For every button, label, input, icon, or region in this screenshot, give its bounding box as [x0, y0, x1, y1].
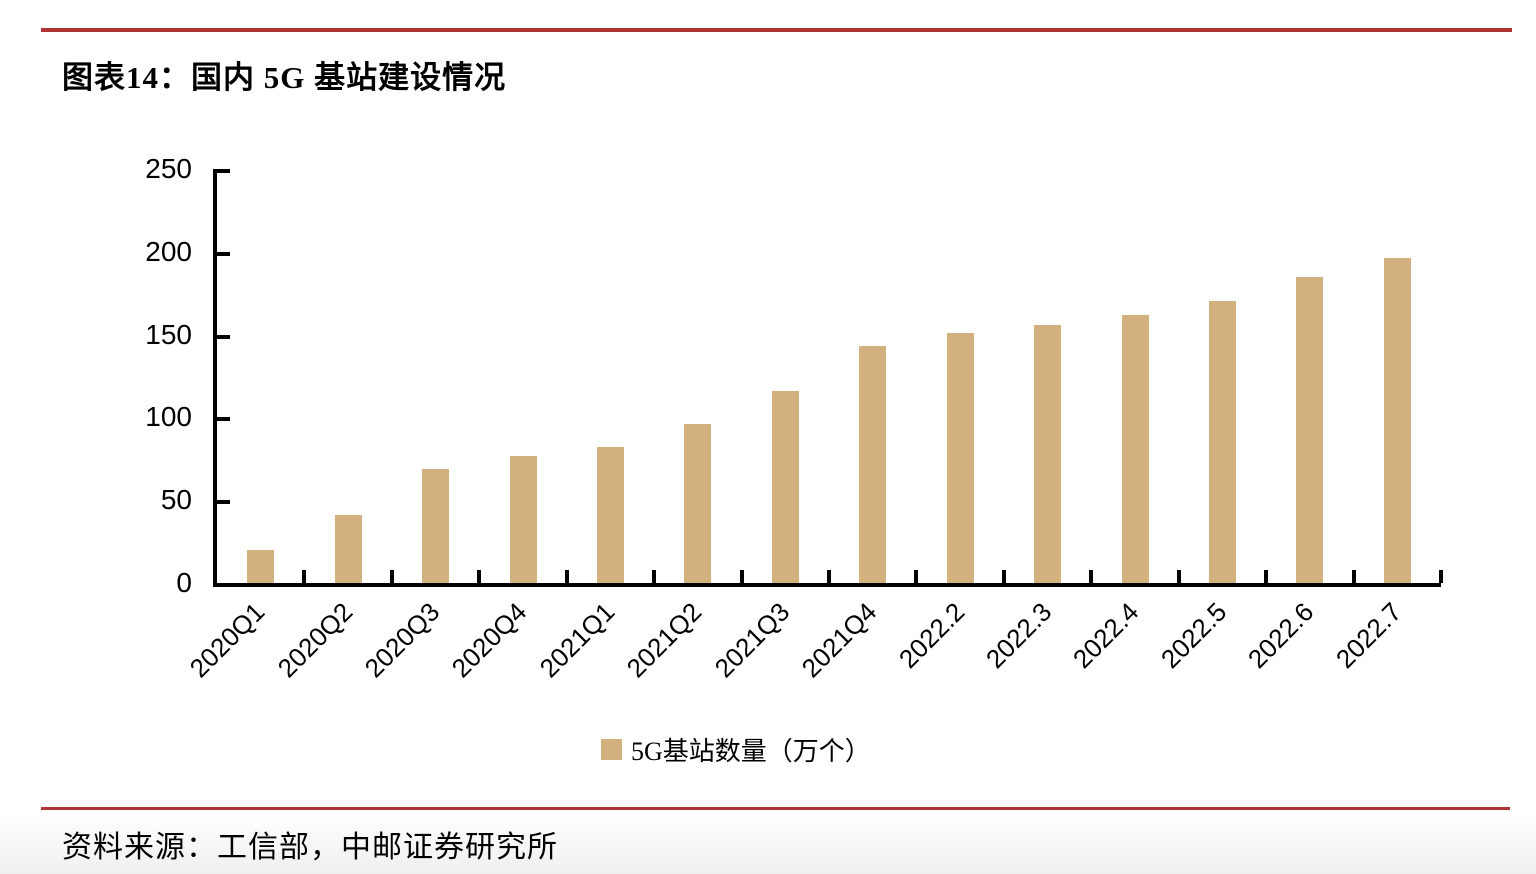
x-category-label: 2022.4 [1067, 596, 1145, 675]
x-category-label: 2021Q3 [708, 596, 796, 684]
bar-2022.5 [1208, 301, 1236, 583]
y-axis-tick [217, 334, 230, 339]
x-axis-tick [302, 570, 307, 583]
x-category-label: 2021Q2 [621, 596, 708, 684]
x-category-label: 2022.3 [979, 596, 1058, 675]
bar-2022.7 [1383, 258, 1411, 583]
x-category-label: 2020Q4 [446, 596, 533, 684]
x-category-label: 2020Q1 [183, 596, 271, 684]
y-axis-tick [217, 417, 230, 422]
bar-2022.6 [1296, 276, 1324, 583]
x-category-label: 2022.5 [1154, 596, 1233, 675]
figure-title: 图表14：国内 5G 基站建设情况 [62, 60, 507, 95]
y-tick-label: 50 [160, 484, 192, 516]
bar-2021Q2 [684, 424, 712, 583]
y-axis-tick [217, 251, 230, 256]
bar-2020Q1 [247, 549, 275, 583]
bar-2020Q4 [509, 455, 537, 583]
y-axis-tick [217, 500, 230, 505]
y-axis-tick [217, 169, 230, 173]
y-tick-label: 0 [176, 567, 192, 598]
chart-legend: 5G基站数量（万个） [601, 731, 871, 768]
x-axis-tick [1264, 570, 1269, 583]
y-tick-label: 200 [145, 235, 192, 267]
bottom-divider-line [41, 807, 1510, 810]
x-category-label: 2022.7 [1329, 596, 1408, 675]
x-axis-tick [389, 570, 394, 583]
x-category-label: 2020Q3 [358, 596, 446, 684]
x-category-label: 2022.2 [892, 596, 970, 675]
y-tick-label: 250 [145, 153, 192, 184]
x-axis-tick [477, 570, 482, 583]
x-axis-tick [1439, 570, 1443, 583]
x-axis-tick [827, 570, 831, 583]
bar-2022.4 [1121, 314, 1149, 583]
legend-label: 5G基站数量（万个） [631, 737, 871, 766]
bar-2022.2 [946, 332, 974, 583]
x-axis-tick [1176, 570, 1181, 583]
footer-background [0, 810, 1536, 874]
y-tick-label: 150 [145, 318, 192, 350]
plot-area [213, 169, 1443, 587]
y-axis-labels: 0 50 100 150 200 250 [58, 0, 192, 700]
x-axis-tick [1351, 570, 1356, 583]
x-category-label: 2022.6 [1242, 596, 1320, 675]
y-tick-label: 100 [145, 401, 192, 433]
x-category-label: 2020Q2 [271, 596, 358, 684]
bar-2022.3 [1034, 324, 1062, 583]
x-axis-tick [564, 570, 569, 583]
x-axis-tick [1089, 570, 1094, 583]
bar-2021Q3 [771, 390, 799, 583]
bar-2020Q2 [334, 515, 362, 583]
x-axis-tick [1001, 570, 1006, 583]
x-axis-labels: 2020Q1 2020Q2 2020Q3 2020Q4 2021Q1 2021Q2 2021… [184, 596, 1437, 728]
bar-2021Q4 [859, 346, 887, 583]
top-divider-line [41, 28, 1512, 32]
legend-swatch-icon [601, 739, 622, 760]
x-axis-tick [652, 570, 657, 583]
x-category-label: 2021Q1 [533, 596, 621, 684]
x-axis-tick [739, 570, 744, 583]
bar-2021Q1 [596, 447, 624, 583]
x-category-label: 2021Q4 [795, 596, 883, 684]
x-axis-tick [914, 570, 919, 583]
source-note: 资料来源：工信部，中邮证券研究所 [62, 831, 558, 864]
bar-2020Q3 [422, 468, 450, 583]
